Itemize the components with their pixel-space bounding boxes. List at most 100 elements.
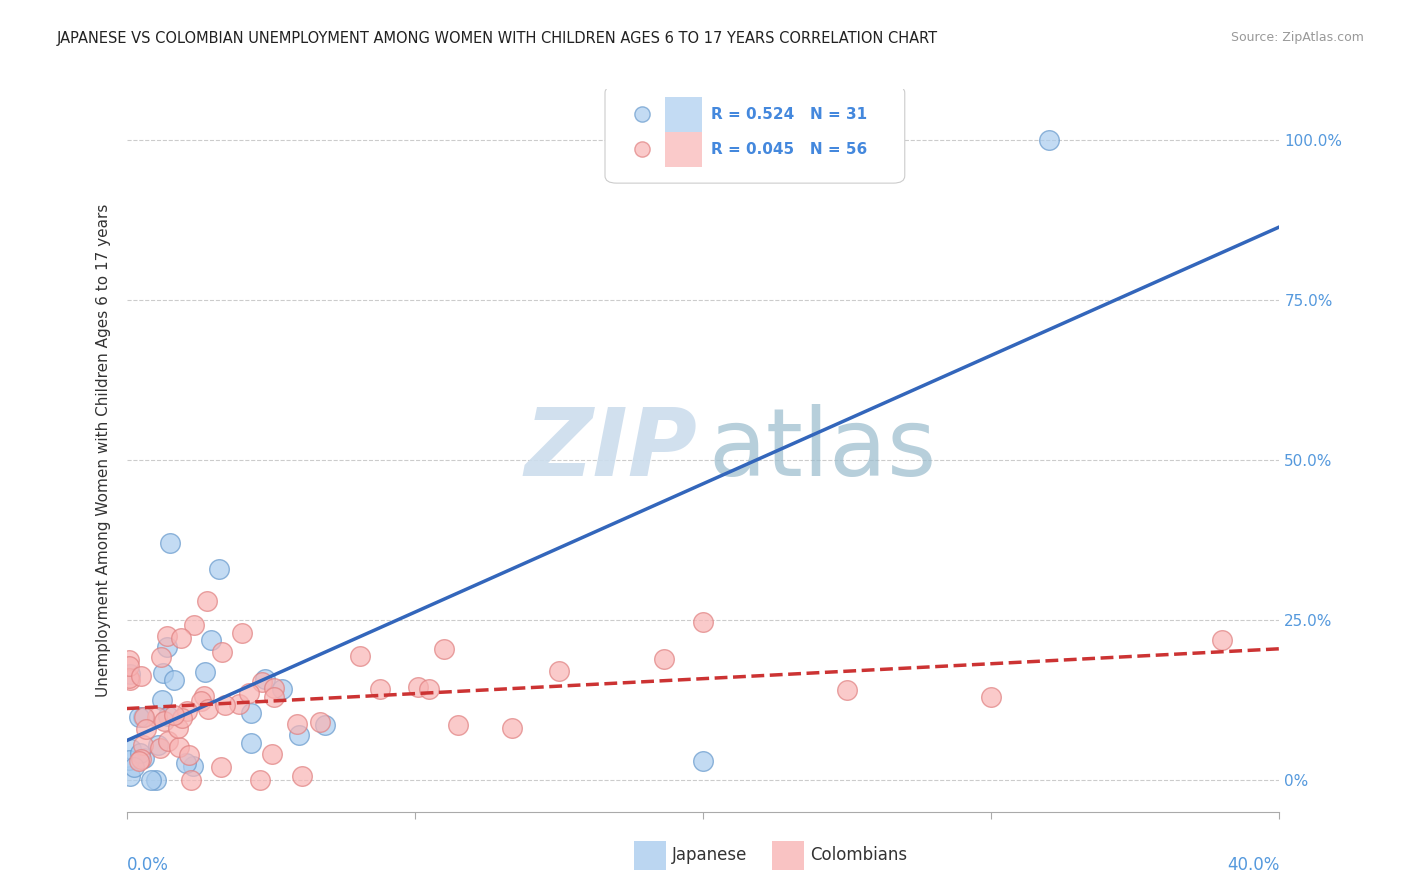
Point <box>980 690 1002 704</box>
Point <box>128 754 150 768</box>
Point <box>1211 633 1233 648</box>
Point <box>141 772 163 787</box>
Point <box>193 689 215 703</box>
Point <box>150 650 173 665</box>
Bar <box>665 132 702 167</box>
Point <box>131 752 153 766</box>
Point <box>194 665 217 680</box>
Point <box>228 697 250 711</box>
Point <box>152 666 174 681</box>
Point <box>155 629 177 643</box>
Text: JAPANESE VS COLOMBIAN UNEMPLOYMENT AMONG WOMEN WITH CHILDREN AGES 6 TO 17 YEARS : JAPANESE VS COLOMBIAN UNEMPLOYMENT AMONG… <box>56 31 938 46</box>
Point <box>176 704 198 718</box>
Point <box>263 681 285 695</box>
Text: Source: ZipAtlas.com: Source: ZipAtlas.com <box>1230 31 1364 45</box>
Point <box>692 615 714 629</box>
Point <box>252 675 274 690</box>
Point <box>183 618 205 632</box>
Point <box>120 768 142 782</box>
Point <box>163 708 186 723</box>
Point <box>240 706 263 720</box>
Point <box>231 625 253 640</box>
Point <box>120 667 142 681</box>
Point <box>146 738 169 752</box>
Text: 0.0%: 0.0% <box>127 856 169 874</box>
Text: 40.0%: 40.0% <box>1227 856 1279 874</box>
Point <box>128 710 150 724</box>
Point <box>291 768 314 782</box>
Point <box>156 709 179 723</box>
Point <box>179 748 201 763</box>
Point <box>132 738 155 752</box>
Point <box>129 746 152 760</box>
Bar <box>634 840 666 870</box>
Point <box>209 759 232 773</box>
Point <box>132 710 155 724</box>
Point <box>263 690 285 704</box>
Point <box>368 682 391 697</box>
Point <box>181 759 204 773</box>
Text: R = 0.524   N = 31: R = 0.524 N = 31 <box>711 107 868 122</box>
Text: R = 0.045   N = 56: R = 0.045 N = 56 <box>711 142 868 157</box>
Point <box>167 739 190 754</box>
Point <box>163 673 186 688</box>
Point <box>118 671 141 685</box>
Point <box>190 694 212 708</box>
Point <box>271 682 294 697</box>
Point <box>349 648 371 663</box>
Point <box>200 632 222 647</box>
Point <box>501 721 523 735</box>
Point <box>208 562 231 576</box>
Point <box>146 710 169 724</box>
Point <box>172 711 194 725</box>
Point <box>145 772 167 787</box>
Point <box>314 718 336 732</box>
Point <box>418 681 440 696</box>
Point <box>238 686 260 700</box>
Point <box>122 760 145 774</box>
Point <box>129 669 152 683</box>
Point <box>211 645 233 659</box>
Point <box>118 753 141 767</box>
Point <box>135 722 157 736</box>
Point <box>156 734 179 748</box>
Point <box>548 664 571 678</box>
Point <box>134 750 156 764</box>
Point <box>835 683 858 698</box>
Point <box>170 631 193 645</box>
Point <box>180 772 202 787</box>
Text: atlas: atlas <box>709 404 936 497</box>
Bar <box>665 97 702 132</box>
Point <box>152 693 174 707</box>
Point <box>447 718 470 732</box>
Point <box>214 698 236 712</box>
Point <box>156 640 179 655</box>
Point <box>118 673 141 687</box>
Point <box>159 536 181 550</box>
Point <box>239 736 262 750</box>
Point <box>652 652 675 666</box>
Point <box>167 721 190 735</box>
Point <box>134 709 156 723</box>
Bar <box>772 840 804 870</box>
Point <box>118 659 141 673</box>
Point <box>433 641 456 656</box>
Point <box>406 680 429 694</box>
Point <box>308 715 330 730</box>
Point <box>149 741 172 756</box>
Point <box>287 717 309 731</box>
Point <box>195 593 218 607</box>
Text: ZIP: ZIP <box>524 404 697 497</box>
Point <box>692 754 714 768</box>
Point <box>1038 133 1060 147</box>
Point <box>174 756 197 770</box>
Point <box>120 741 142 756</box>
Point <box>118 653 141 667</box>
Text: Japanese: Japanese <box>672 847 747 864</box>
Point <box>262 747 284 761</box>
Y-axis label: Unemployment Among Women with Children Ages 6 to 17 years: Unemployment Among Women with Children A… <box>96 203 111 698</box>
Point <box>197 702 219 716</box>
FancyBboxPatch shape <box>605 86 905 183</box>
Point <box>153 714 176 728</box>
Point <box>249 772 271 787</box>
